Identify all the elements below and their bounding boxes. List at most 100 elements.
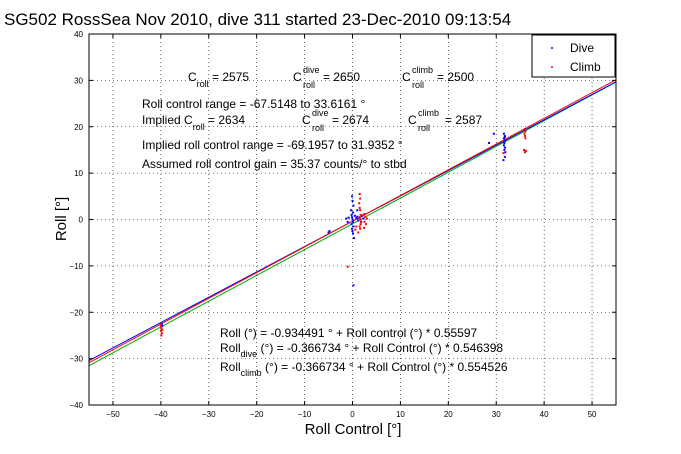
ann-fit-climb-text: (°) = -0.366734 ° + Roll Control (°) * 0… (262, 360, 508, 374)
point-dive (504, 139, 507, 142)
point-dive (346, 220, 349, 223)
point-dive (351, 211, 354, 214)
point-dive (351, 216, 354, 219)
point-climb (362, 226, 365, 229)
point-climb (364, 215, 367, 218)
point-climb (359, 213, 362, 216)
point-climb (354, 228, 357, 231)
x-tick-label: 0 (350, 410, 355, 419)
point-dive (352, 225, 355, 228)
point-climb (523, 128, 526, 131)
ann-fit-dive-text: (°) = -0.366734 ° + Roll Control (°) * 0… (257, 341, 503, 355)
ann-fit-dive: Rolldive (°) = -0.366734 ° + Roll Contro… (220, 341, 503, 359)
point-dive (502, 144, 505, 147)
ann-c-roll-climb-base: C (402, 70, 411, 84)
point-dive (345, 217, 348, 220)
point-dive (353, 214, 356, 217)
y-tick-label: 30 (74, 76, 83, 85)
legend-climb-label: Climb (570, 60, 601, 74)
x-tick-label: 20 (444, 410, 453, 419)
point-dive (504, 151, 507, 154)
ann-c-roll-sub: roll (197, 79, 209, 89)
ann-c-roll-climb-sup: climb (412, 65, 433, 75)
point-dive (503, 135, 506, 138)
point-climb (365, 217, 368, 220)
point-dive (351, 220, 354, 223)
point-dive (502, 137, 505, 140)
ticks: −50 −40 −30 −20 −10 0 10 20 30 40 50 −40 −30 −20 −10 0 1… (69, 30, 616, 419)
ann-fit-climb: Rollclimb (°) = -0.366734 ° + Roll Contr… (220, 360, 508, 378)
y-tick-label: 20 (74, 123, 83, 132)
ann-implied-climb-text: = 2587 (445, 113, 482, 127)
legend-box (531, 34, 616, 78)
point-climb (523, 132, 526, 135)
y-axis-label: Roll [°] (53, 197, 70, 241)
point-climb (358, 192, 361, 195)
ann-implied-dive: C (302, 113, 311, 127)
x-tick-label: 50 (588, 410, 597, 419)
x-tick-label: −50 (106, 410, 120, 419)
point-dive (347, 216, 350, 219)
point-climb (357, 231, 360, 234)
ann-fit-climb-base: Roll (220, 360, 241, 374)
ann-c-roll-climb-sub: roll (412, 80, 424, 90)
ann-fit-all: Roll (°) = -0.934491 ° + Roll control (°… (220, 326, 478, 340)
x-tick-label: −40 (154, 410, 168, 419)
ann-fit-dive-sub: dive (241, 349, 258, 359)
ann-implied-c-sub: roll (193, 122, 205, 132)
x-tick-label: −30 (202, 410, 216, 419)
ann-implied-climb-base: C (408, 113, 417, 127)
ann-c-roll-text: = 2575 (209, 70, 250, 84)
ann-c-roll-climb-text: = 2500 (437, 70, 474, 84)
ann-roll-range: Roll control range = -67.5148 to 33.6161… (142, 97, 365, 111)
ann-implied-c-prefix: Implied C (142, 113, 193, 127)
point-climb (524, 130, 527, 133)
point-climb (161, 328, 164, 331)
y-tick-label: 0 (79, 216, 84, 225)
point-climb (160, 332, 163, 335)
legend-climb-marker (551, 66, 553, 68)
point-climb (360, 220, 363, 223)
legend-dive-label: Dive (570, 41, 594, 55)
x-axis-label: Roll Control [°] (305, 421, 402, 438)
point-climb (358, 202, 361, 205)
point-dive (350, 209, 353, 212)
ann-implied-dive-sup: dive (312, 108, 329, 118)
x-tick-label: 10 (396, 410, 405, 419)
ann-implied-climb: C (408, 113, 417, 127)
point-climb (355, 225, 358, 228)
annotations: Croll = 2575 C dive roll = 2650 C climb … (142, 65, 508, 378)
point-dive (503, 141, 506, 144)
point-climb (160, 327, 163, 330)
point-dive (357, 219, 360, 222)
x-tick-label: −20 (250, 410, 264, 419)
point-climb (363, 220, 366, 223)
ann-c-roll-dive: C (293, 70, 302, 84)
ann-c-roll-dive-text: = 2650 (323, 70, 360, 84)
point-dive (356, 215, 359, 218)
data-points (159, 128, 527, 337)
point-climb (159, 325, 162, 328)
ann-implied-climb-sub: roll (418, 123, 430, 133)
point-dive (503, 155, 506, 158)
point-dive (502, 132, 505, 135)
point-climb (524, 137, 527, 140)
point-dive (492, 132, 495, 135)
ann-c-roll-dive-sub: roll (303, 80, 315, 90)
point-dive (351, 230, 354, 233)
point-dive (352, 204, 355, 207)
legend: Dive Climb (531, 34, 616, 78)
point-dive (356, 209, 359, 212)
ann-c-roll-base: C (188, 70, 197, 84)
point-climb (359, 227, 362, 230)
point-climb (358, 225, 361, 228)
point-dive (351, 227, 354, 230)
point-dive (327, 231, 330, 234)
point-climb (523, 151, 526, 154)
chart-title: SG502 RossSea Nov 2010, dive 311 started… (4, 10, 511, 29)
point-climb (359, 209, 362, 212)
ann-implied-climb-sup: climb (418, 108, 439, 118)
ann-implied-range: Implied roll control range = -69.1957 to… (142, 138, 403, 152)
point-dive (503, 146, 506, 149)
point-climb (523, 135, 526, 138)
